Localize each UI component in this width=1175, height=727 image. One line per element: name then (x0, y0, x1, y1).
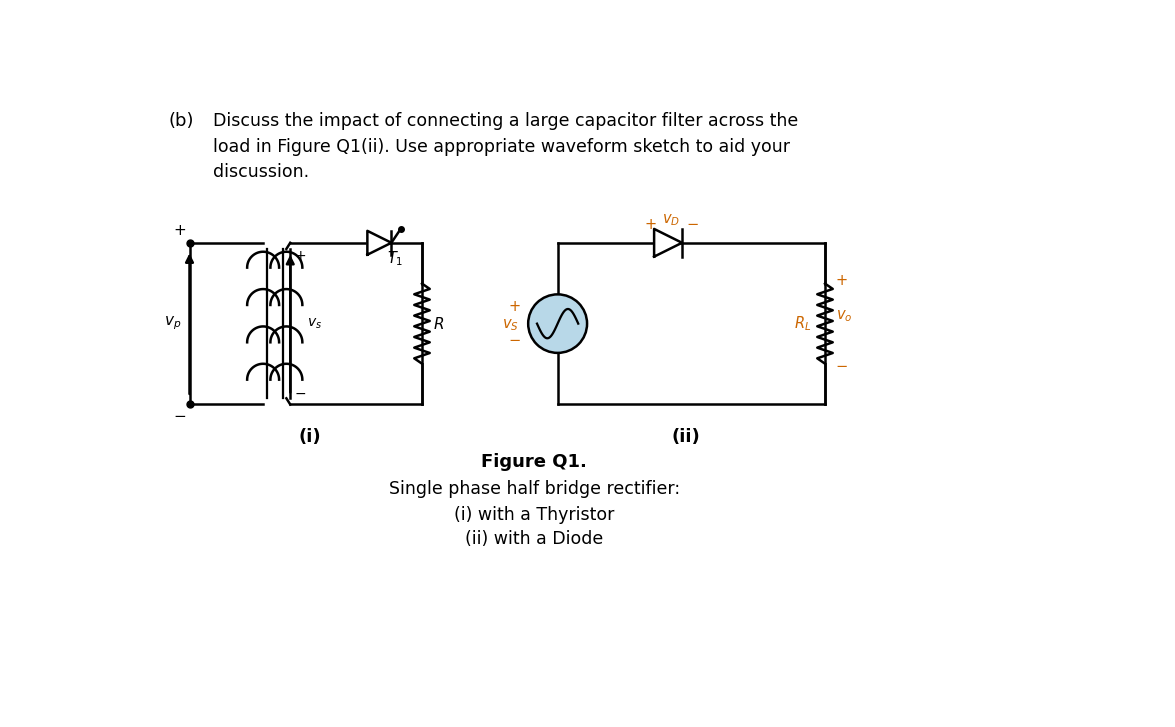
Text: $v_D$: $v_D$ (663, 212, 680, 228)
Text: $v_o$: $v_o$ (835, 308, 852, 324)
Text: +: + (509, 300, 521, 314)
Text: (i): (i) (298, 427, 321, 446)
Text: −: − (686, 217, 699, 232)
Text: +: + (174, 223, 187, 238)
Polygon shape (654, 229, 681, 257)
Polygon shape (368, 231, 391, 254)
Text: $T_1$: $T_1$ (387, 249, 403, 268)
Text: (b): (b) (168, 112, 194, 130)
Text: Figure Q1.: Figure Q1. (482, 453, 588, 471)
Text: +: + (645, 217, 657, 232)
Text: $R$: $R$ (432, 316, 444, 332)
Text: −: − (835, 359, 848, 374)
Text: (ii) with a Diode: (ii) with a Diode (465, 530, 604, 548)
Text: (ii): (ii) (671, 427, 700, 446)
Text: Discuss the impact of connecting a large capacitor filter across the
load in Fig: Discuss the impact of connecting a large… (213, 112, 798, 181)
Text: Single phase half bridge rectifier:: Single phase half bridge rectifier: (389, 480, 680, 498)
Text: $v_s$: $v_s$ (308, 316, 322, 331)
Text: +: + (835, 273, 848, 288)
Text: −: − (508, 333, 521, 348)
Text: (i) with a Thyristor: (i) with a Thyristor (455, 505, 615, 523)
Text: $R_L$: $R_L$ (794, 314, 811, 333)
Text: $v_p$: $v_p$ (163, 315, 181, 332)
Text: $v_S$: $v_S$ (502, 317, 519, 333)
Text: +: + (294, 249, 306, 263)
Text: −: − (294, 387, 306, 401)
Text: −: − (174, 409, 187, 424)
Circle shape (529, 294, 588, 353)
